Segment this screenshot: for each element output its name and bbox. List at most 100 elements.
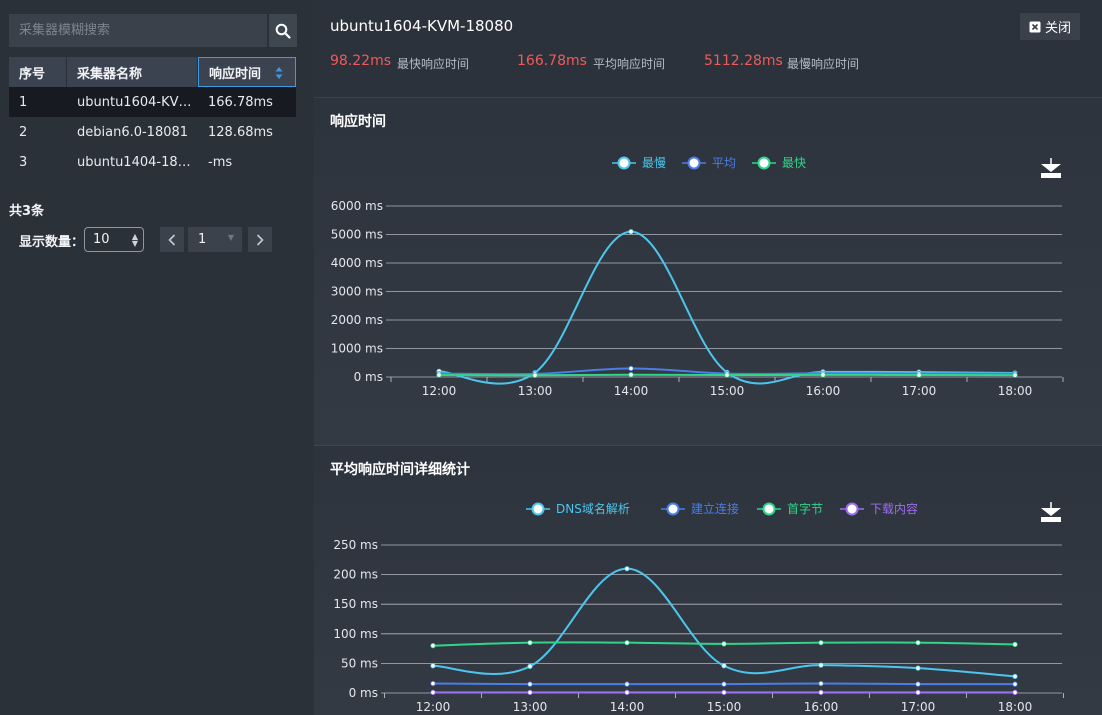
row-collector-name: debian6.0-18081 [77,124,189,140]
data-point [721,641,727,647]
legend-marker [531,502,545,516]
data-point [818,689,824,696]
data-point [820,372,826,378]
header-divider [314,97,1102,98]
x-tick-label: 13:00 [518,384,553,398]
table-row[interactable]: 1 ubuntu1604-KVM… 166.78ms [9,87,296,117]
row-response-time: -ms [208,154,233,170]
detail-stats-chart-title: 平均响应时间详细统计 [330,462,470,478]
row-collector-name: ubuntu1404-18090 [77,154,198,170]
search-button[interactable] [269,14,297,47]
data-point [624,681,630,687]
detail-stats-chart: 0 ms 50 ms 100 ms 150 ms 200 ms 250 ms 12:00 13… [333,501,1064,714]
data-point [1012,689,1018,696]
table-header: 序号 采集器名称 响应时间 [9,57,296,87]
data-point [527,689,533,696]
y-tick-label: 3000 ms [331,285,383,299]
table-row[interactable]: 3 ubuntu1404-18090 -ms [9,147,296,177]
page-size-select[interactable]: 10 ▲ ▼ [84,227,144,252]
close-button-label: 关闭 [1044,21,1071,36]
data-point [915,640,921,646]
legend-label: 最慢 [642,156,666,170]
slowest-time-value: 5112.28ms [704,53,783,69]
response-time-chart: 0 ms 1000 ms 2000 ms 3000 ms 4000 ms 5000 ms 6… [331,156,1064,398]
y-tick-label: 2000 ms [331,313,383,327]
collector-table: 序号 采集器名称 响应时间 1 ubuntu1604-KVM… 166.78ms… [9,57,296,177]
chevron-down-icon: ▼ [227,233,234,242]
y-tick-label: 0 ms [354,370,383,384]
data-point [915,665,921,671]
data-point [430,663,436,669]
download-icon [1041,502,1061,522]
data-point [532,372,538,378]
data-point [436,372,442,378]
data-point [1012,673,1018,680]
fastest-time-value: 98.22ms [330,53,392,69]
prev-page-button[interactable] [160,227,184,252]
column-header-name[interactable]: 采集器名称 [67,57,198,87]
legend-marker [617,156,631,170]
detail-panel: ubuntu1604-KVM-18080 关闭 98.22ms 最快响应时间 1… [314,0,1102,715]
data-point [1012,681,1018,687]
next-page-button[interactable] [248,227,272,252]
data-point [915,689,921,696]
x-tick-label: 15:00 [710,384,745,398]
table-row[interactable]: 2 debian6.0-18081 128.68ms [9,117,296,147]
data-point [430,689,436,696]
data-point [624,689,630,696]
y-tick-label: 1000 ms [331,342,383,356]
chevron-left-icon [168,233,176,246]
data-point [527,681,533,687]
data-point [818,662,824,668]
y-tick-label: 5000 ms [331,228,383,242]
x-tick-label: 16:00 [806,384,841,398]
data-point [430,680,436,687]
y-tick-label: 6000 ms [331,199,383,213]
close-button[interactable]: 关闭 [1020,13,1080,40]
page-size-label: 显示数量： [19,235,85,250]
data-point [1012,372,1018,378]
column-header-index[interactable]: 序号 [9,57,67,87]
legend-label: DNS域名解析 [556,501,630,516]
data-point [724,372,730,378]
x-tick-label: 16:00 [804,700,839,714]
series-line [438,230,1016,385]
row-index: 1 [19,94,28,110]
page-number-select[interactable]: 1 ▼ [188,227,242,252]
x-tick-label: 13:00 [513,700,548,714]
row-index: 3 [19,154,28,170]
data-point [628,229,634,235]
row-response-time: 128.68ms [208,124,273,140]
column-header-response-time[interactable]: 响应时间 [198,57,296,87]
total-count: 共3条 [9,204,45,219]
panel-divider [314,445,1102,446]
data-point [527,640,533,646]
sort-icon[interactable] [275,66,283,80]
download-icon [1041,158,1061,178]
series-line [432,567,1016,678]
x-tick-label: 15:00 [707,700,742,714]
x-tick-label: 18:00 [998,384,1033,398]
y-tick-label: 50 ms [341,656,378,670]
legend-marker [757,156,771,170]
average-time-value: 166.78ms [517,53,587,69]
data-point [527,663,533,669]
x-tick-label: 14:00 [614,384,649,398]
legend-marker [687,156,701,170]
close-icon [1029,21,1041,32]
column-header-response-time-label: 响应时间 [209,66,262,82]
legend-marker [666,502,680,516]
legend-label: 下载内容 [870,501,918,516]
search-input[interactable] [9,14,267,47]
collector-title: ubuntu1604-KVM-18080 [330,17,514,35]
x-tick-label: 18:00 [998,700,1033,714]
row-collector-name: ubuntu1604-KVM… [77,94,198,110]
x-tick-label: 12:00 [422,384,457,398]
data-point [818,680,824,687]
detail-stats-panel: 平均响应时间详细统计 0 ms 50 ms 100 ms 150 ms 200 ms 25… [314,446,1102,715]
page-size-value: 10 [93,232,110,247]
response-time-chart-title: 响应时间 [330,114,386,130]
row-response-time: 166.78ms [208,94,273,110]
data-point [721,681,727,687]
x-tick-label: 12:00 [416,700,451,714]
